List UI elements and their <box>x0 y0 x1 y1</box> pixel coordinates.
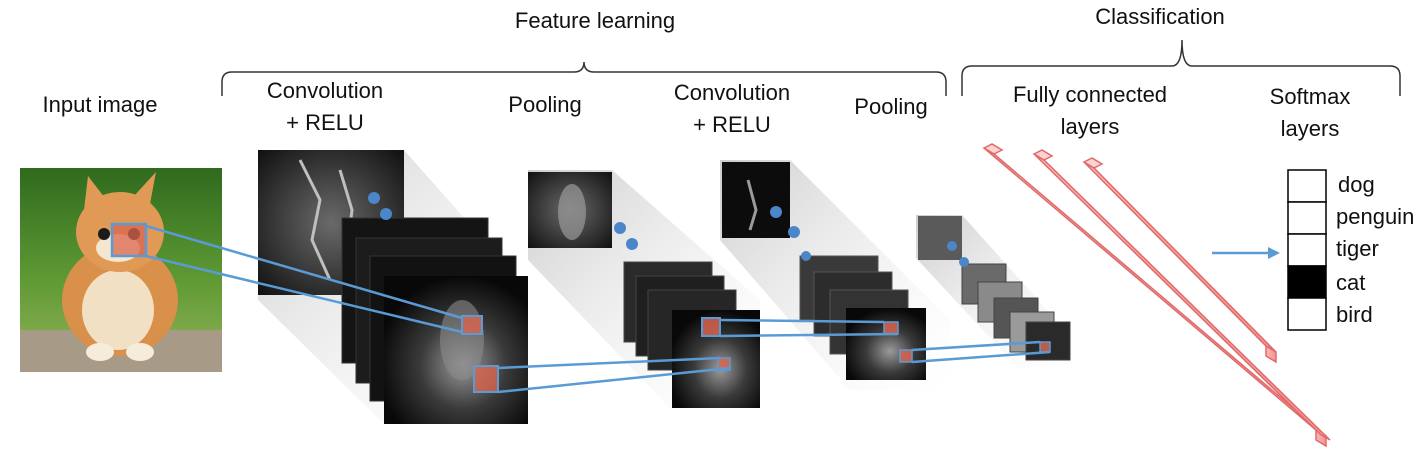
softmax-label-line2: layers <box>1280 116 1340 141</box>
pool2-label: Pooling <box>854 94 928 119</box>
class-label-tiger: tiger <box>1336 236 1379 261</box>
softmax-box-dog <box>1287 169 1327 203</box>
conv2-label-line1: Convolution <box>673 80 791 105</box>
fc-layer-2-top <box>1032 149 1054 161</box>
pool2-feature-maps <box>918 216 1071 361</box>
input-image <box>20 168 222 372</box>
conv2-label-line2: + RELU <box>693 112 771 137</box>
connector-lines <box>145 224 1051 394</box>
softmax-output-boxes <box>1287 169 1327 331</box>
fc-layer-1 <box>983 147 1327 437</box>
fc-layer-2 <box>1033 153 1331 441</box>
class-label-dog: dog <box>1338 172 1375 197</box>
fc-layer-3-end <box>1265 344 1277 364</box>
input-image-label: Input image <box>42 92 158 117</box>
class-label-bird: bird <box>1336 302 1373 327</box>
pool1-feature-maps <box>528 172 760 408</box>
continuation-dots <box>368 192 969 267</box>
fc-label-line2: layers <box>1060 114 1120 139</box>
softmax-box-penguin <box>1287 201 1327 235</box>
feature-learning-brace <box>221 61 947 96</box>
input-receptive-field <box>110 222 148 258</box>
softmax-box-cat <box>1287 265 1327 299</box>
classification-header: Classification <box>1095 4 1225 29</box>
conv1-label-line1: Convolution <box>266 78 384 103</box>
pool1-label: Pooling <box>508 92 582 117</box>
feature-learning-header: Feature learning <box>514 8 676 33</box>
arrow-right-icon <box>1212 247 1280 259</box>
fc-label-line1: Fully connected <box>1012 82 1168 107</box>
fully-connected-layers <box>982 143 1331 448</box>
conv1-label-line2: + RELU <box>286 110 364 135</box>
fc-layer-3-top <box>1082 157 1104 169</box>
fc-layer-1-top <box>982 143 1004 155</box>
softmax-label-line1: Softmax <box>1269 84 1351 109</box>
conv1-feature-maps <box>258 150 528 424</box>
class-label-penguin: penguin <box>1336 204 1415 229</box>
softmax-box-bird <box>1287 297 1327 331</box>
classification-brace <box>961 39 1401 96</box>
class-label-cat: cat <box>1336 270 1366 295</box>
softmax-box-tiger <box>1287 233 1327 267</box>
